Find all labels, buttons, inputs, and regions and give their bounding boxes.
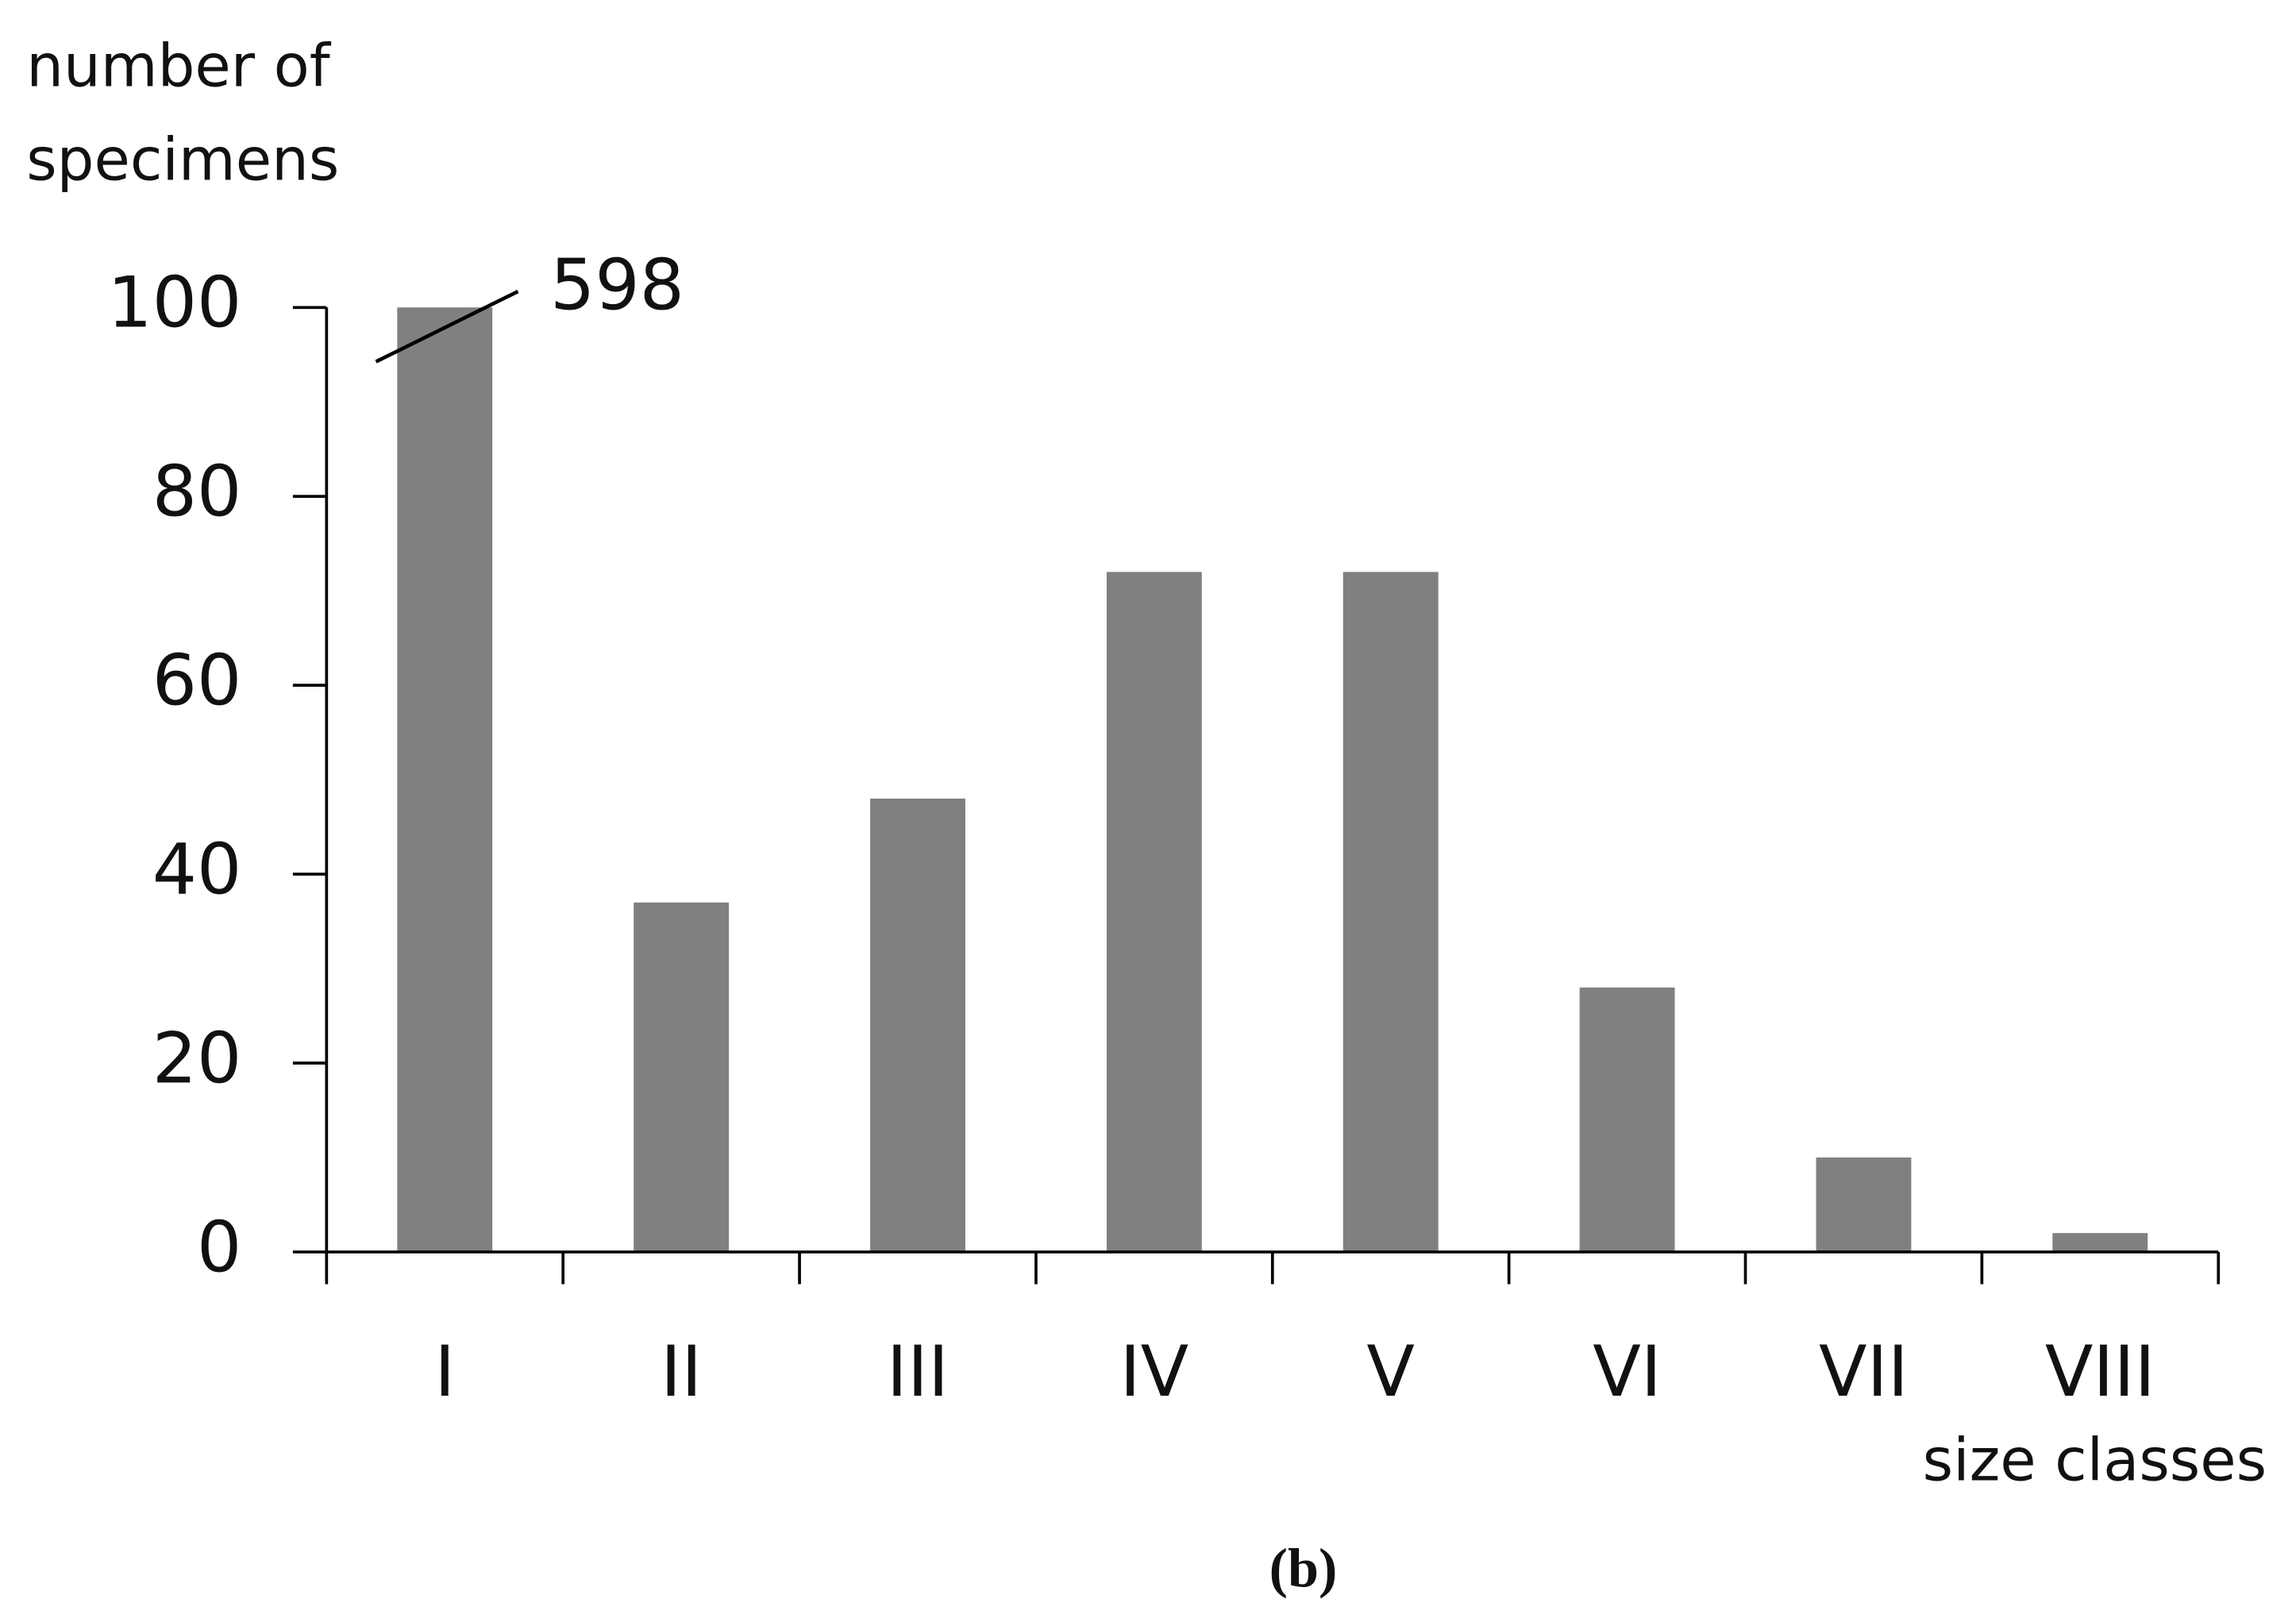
panel-label: (b) <box>1269 1539 1338 1600</box>
y-tick-label: 20 <box>152 1017 242 1099</box>
bar <box>870 798 965 1252</box>
x-tick-label: VIII <box>2045 1331 2155 1412</box>
x-tick-label: II <box>661 1331 702 1412</box>
bar <box>1579 987 1675 1252</box>
x-tick-label: I <box>434 1331 455 1412</box>
y-tick-label: 60 <box>152 640 242 722</box>
x-axis-title: size classes <box>1923 1427 2267 1494</box>
y-tick-label: 80 <box>152 451 242 533</box>
y-tick-label: 100 <box>107 262 241 344</box>
y-tick-label: 0 <box>197 1206 241 1288</box>
axis-break <box>375 289 519 364</box>
value-label: 598 <box>550 245 684 326</box>
bar <box>2052 1233 2148 1252</box>
bar <box>634 902 730 1252</box>
bar <box>1106 572 1202 1252</box>
y-axis-title: specimens <box>26 127 339 195</box>
x-tick-label: III <box>887 1331 949 1412</box>
bar <box>1343 572 1439 1252</box>
bar <box>397 307 493 1252</box>
x-tick-label: VII <box>1819 1331 1909 1412</box>
bar <box>1816 1157 1912 1252</box>
x-tick-label: V <box>1366 1331 1415 1412</box>
x-tick-label: VI <box>1593 1331 1662 1412</box>
y-axis-title: number of <box>26 33 331 101</box>
y-tick-label: 40 <box>152 828 242 910</box>
x-tick-label: IV <box>1120 1331 1189 1412</box>
